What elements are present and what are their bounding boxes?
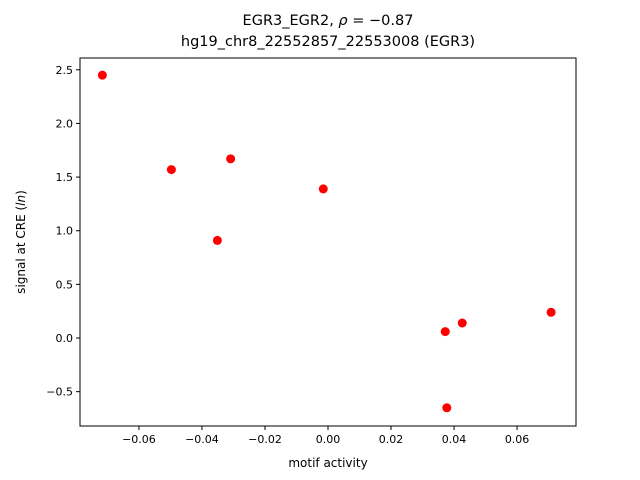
x-tick-label-6: 0.04 [442,433,467,446]
x-tick-label-2: −0.04 [185,433,219,446]
chart-title-line-2: hg19_chr8_22552857_22553008 (EGR3) [180,34,476,50]
chart-title-line-1: EGR3_EGR2, ρ = −0.87 [80,13,576,29]
y-axis-label-close: ) [14,190,28,195]
x-tick-label-3: −0.02 [248,433,282,446]
data-point-5 [318,184,328,194]
y-tick-label-3: 0.5 [56,278,74,291]
y-tick-label-6: 2.0 [56,117,74,130]
x-tick-label-1: −0.06 [122,433,156,446]
plot-frame [79,57,577,427]
data-point-6 [440,327,450,337]
data-point-7 [457,318,467,328]
chart-title-prefix: EGR3_EGR2, [242,13,339,29]
y-tick-label-2: 0.0 [56,332,74,345]
y-axis-label: signal at CRE (ln) [14,190,28,294]
x-axis-label: motif activity [288,456,367,470]
y-axis-label-italic: ln [14,195,28,206]
x-tick-label-4: 0.00 [316,433,341,446]
chart-title-rho-value: = −0.87 [347,13,414,29]
y-tick-label-5: 1.5 [56,171,74,184]
data-point-3 [226,154,236,164]
y-axis-ticks: −0.5 0.0 0.5 1.0 1.5 2.0 2.5 [46,64,80,399]
y-tick-label-7: 2.5 [56,64,74,77]
chart-title-rho-symbol: ρ [338,13,348,29]
y-axis-label-text: signal at CRE ( [14,206,28,294]
x-axis-ticks: −0.06 −0.04 −0.02 0.00 0.02 0.04 0.06 [122,426,529,446]
x-tick-label-7: 0.06 [505,433,530,446]
x-tick-label-5: 0.02 [379,433,404,446]
data-point-2 [166,165,176,175]
data-point-1 [97,70,107,80]
y-tick-label-4: 1.0 [56,225,74,238]
points-layer [97,70,556,413]
y-tick-label-1: −0.5 [46,386,73,399]
data-point-9 [442,403,452,413]
data-point-4 [212,235,222,245]
data-point-8 [546,307,556,317]
